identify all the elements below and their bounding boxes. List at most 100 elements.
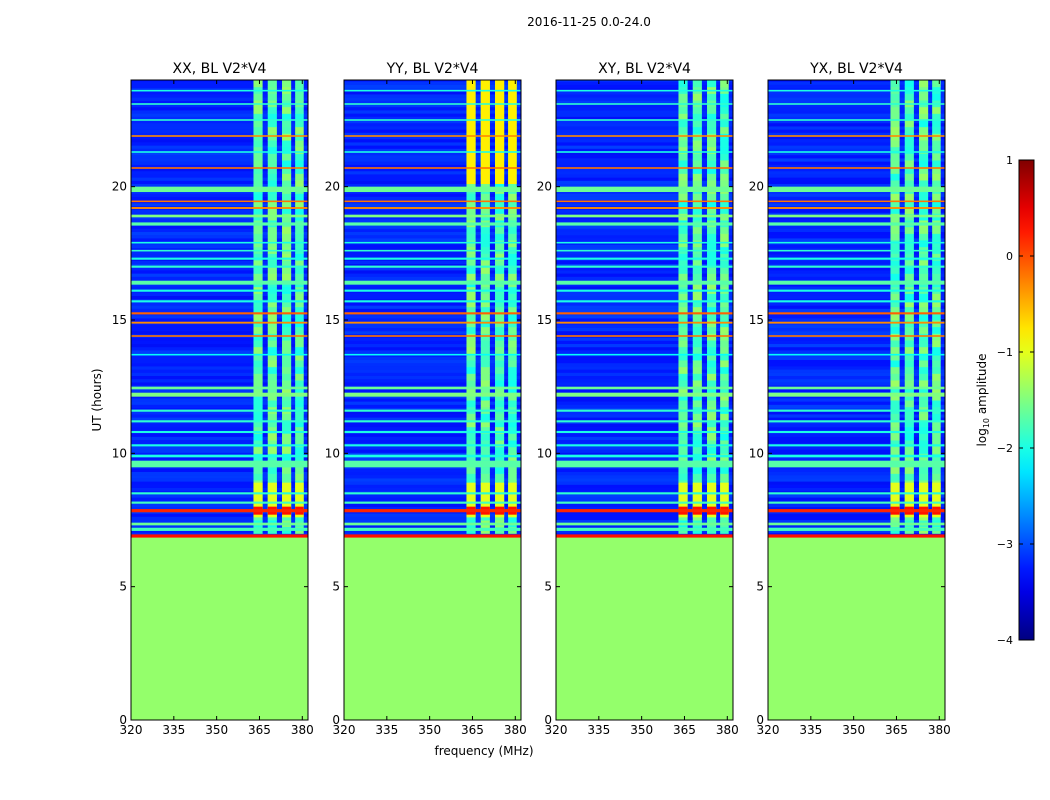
- y-tick-label: 5: [756, 580, 764, 594]
- burst: [692, 482, 702, 518]
- burst: [295, 482, 304, 518]
- rfi-line: [768, 312, 945, 315]
- rfi-line: [768, 409, 945, 412]
- colorbar-tick-label: 0: [1006, 250, 1013, 263]
- panel-3: YX, BL V2*V4 320 335 350 365 380 0 5 10 15 20: [749, 61, 951, 737]
- x-tick-label: 350: [205, 723, 228, 737]
- rfi-line: [556, 119, 733, 121]
- rfi-line: [556, 386, 733, 390]
- panel-frame: [343, 79, 522, 721]
- x-tick-label: 365: [673, 723, 696, 737]
- spectrogram: [131, 80, 308, 720]
- rfi-line: [556, 289, 733, 292]
- rfi-line: [556, 257, 733, 260]
- colorbar-tick-label: −2: [997, 442, 1013, 455]
- rfi-line: [556, 527, 733, 531]
- spectrogram: [556, 80, 733, 720]
- rfi-line: [344, 89, 521, 92]
- rfi-line: [768, 249, 945, 252]
- rfi-line: [556, 300, 733, 303]
- y-tick-label: 10: [749, 446, 764, 460]
- rfi-line: [131, 492, 308, 495]
- rfi-line: [556, 135, 733, 137]
- x-tick-label: 335: [799, 723, 822, 737]
- rfi-line: [556, 200, 733, 203]
- rfi-line: [344, 265, 521, 268]
- burst: [919, 482, 929, 518]
- y-tick-label: 0: [119, 713, 127, 727]
- rfi-line: [131, 207, 308, 209]
- rfi-line: [344, 135, 521, 137]
- panel-title: YX, BL V2*V4: [809, 61, 903, 77]
- x-tick-label: 365: [248, 723, 271, 737]
- rfi-line: [556, 460, 733, 468]
- rfi-line: [556, 492, 733, 495]
- rfi-line: [344, 167, 521, 169]
- rfi-line: [556, 207, 733, 209]
- panel-2: XY, BL V2*V4 320 335 350 365 380 0 5 10 15 20: [537, 61, 739, 737]
- y-tick-label: 20: [112, 180, 127, 194]
- x-tick-label: 335: [162, 723, 185, 737]
- rfi-line: [768, 300, 945, 303]
- x-tick-label: 320: [545, 723, 568, 737]
- yy-strong-block: [466, 80, 476, 184]
- rfi-line: [768, 501, 945, 504]
- burst: [932, 482, 941, 518]
- rfi-line: [344, 460, 521, 468]
- y-tick-label: 5: [332, 580, 340, 594]
- rfi-line: [131, 409, 308, 412]
- flagged-region: [556, 536, 733, 720]
- rfi-line: [768, 214, 945, 218]
- y-tick-label: 0: [332, 713, 340, 727]
- y-tick-label: 5: [544, 580, 552, 594]
- y-tick-label: 15: [537, 313, 552, 327]
- rfi-line: [768, 335, 945, 337]
- rfi-line: [768, 392, 945, 397]
- burst: [707, 482, 717, 518]
- rfi-line: [344, 222, 521, 226]
- rfi-line: [768, 420, 945, 423]
- rfi-line: [344, 420, 521, 423]
- burst: [890, 482, 900, 518]
- burst: [904, 482, 914, 518]
- x-tick-label: 380: [716, 723, 739, 737]
- y-tick-label: 20: [325, 180, 340, 194]
- rfi-line: [131, 534, 308, 538]
- flagged-region: [344, 536, 521, 720]
- colorbar-tick-label: 1: [1006, 154, 1013, 167]
- rfi-line: [556, 444, 733, 447]
- rfi-line: [556, 392, 733, 397]
- rfi-line: [131, 420, 308, 423]
- rfi-line: [556, 335, 733, 337]
- rfi-line: [768, 534, 945, 538]
- rfi-line: [768, 241, 945, 244]
- rfi-line: [131, 200, 308, 203]
- burst: [267, 482, 277, 518]
- rfi-line: [344, 409, 521, 412]
- rfi-line: [768, 460, 945, 468]
- burst: [282, 482, 292, 518]
- rfi-line: [344, 119, 521, 121]
- rfi-line: [768, 289, 945, 292]
- rfi-line: [768, 265, 945, 268]
- rfi-line: [131, 265, 308, 268]
- x-tick-label: 380: [928, 723, 951, 737]
- rfi-line: [768, 454, 945, 458]
- rfi-line: [556, 241, 733, 244]
- burst: [466, 482, 476, 518]
- panel-title: XY, BL V2*V4: [598, 61, 691, 77]
- rfi-line: [131, 300, 308, 303]
- spectrogram: [768, 80, 945, 720]
- flagged-region: [768, 536, 945, 720]
- rfi-line: [344, 289, 521, 292]
- rfi-line: [344, 151, 521, 153]
- rfi-line: [344, 353, 521, 356]
- x-tick-label: 320: [120, 723, 143, 737]
- y-tick-label: 15: [325, 313, 340, 327]
- rfi-line: [556, 420, 733, 423]
- rfi-line: [768, 200, 945, 203]
- x-tick-label: 335: [587, 723, 610, 737]
- burst: [720, 482, 729, 518]
- rfi-line: [344, 214, 521, 218]
